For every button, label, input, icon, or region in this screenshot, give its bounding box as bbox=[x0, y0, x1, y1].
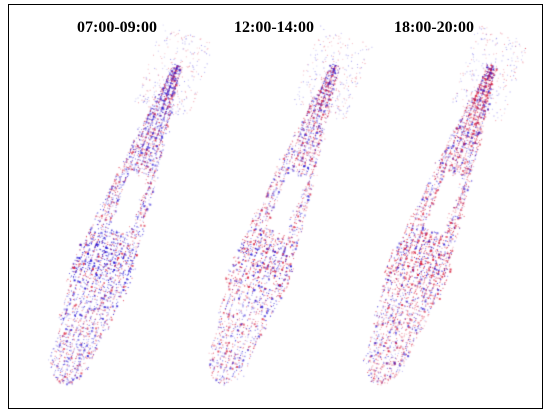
panel-title-midday: 12:00-14:00 bbox=[234, 19, 314, 36]
panel-title-evening: 18:00-20:00 bbox=[394, 19, 474, 36]
manhattan-density-maps bbox=[9, 5, 542, 408]
panel-title-morning: 07:00-09:00 bbox=[77, 19, 157, 36]
figure-frame: 07:00-09:00 12:00-14:00 18:00-20:00 bbox=[8, 4, 543, 409]
